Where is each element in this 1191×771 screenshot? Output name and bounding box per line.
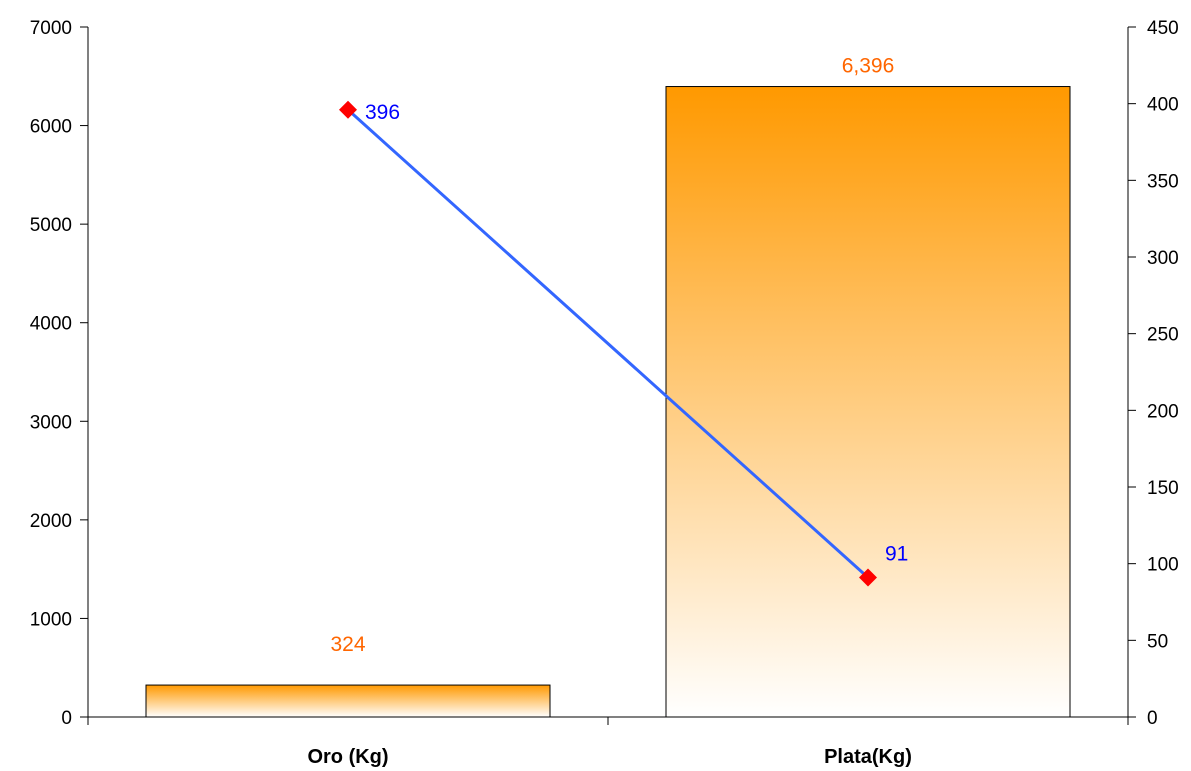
y-right-tick-label: 250 — [1147, 325, 1179, 346]
y-right-tick-label: 0 — [1147, 708, 1158, 729]
x-category-label: Plata(Kg) — [824, 746, 912, 768]
x-category-label: Oro (Kg) — [307, 746, 388, 768]
y-right-tick-label: 450 — [1147, 18, 1179, 39]
bar-data-label: 324 — [330, 633, 365, 656]
y-right-tick-label: 150 — [1147, 478, 1179, 499]
line-data-label: 91 — [885, 542, 908, 565]
y-right-tick-label: 400 — [1147, 95, 1179, 116]
y-left-tick-label: 5000 — [30, 215, 72, 236]
y-left-tick-label: 7000 — [30, 18, 72, 39]
y-left-tick-label: 3000 — [30, 412, 72, 433]
y-left-tick-label: 0 — [61, 708, 72, 729]
y-left-tick-label: 2000 — [30, 511, 72, 532]
y-right-tick-label: 350 — [1147, 171, 1179, 192]
line-data-label: 396 — [365, 101, 400, 124]
bar-data-label: 6,396 — [842, 55, 895, 78]
bar — [666, 87, 1070, 717]
y-left-tick-label: 1000 — [30, 609, 72, 630]
y-right-tick-label: 50 — [1147, 631, 1168, 652]
bars — [146, 87, 1070, 717]
bar — [146, 685, 550, 717]
y-left-tick-label: 4000 — [30, 314, 72, 335]
y-left-tick-label: 6000 — [30, 117, 72, 138]
y-right-tick-label: 300 — [1147, 248, 1179, 269]
y-right-tick-label: 200 — [1147, 401, 1179, 422]
y-right-tick-label: 100 — [1147, 555, 1179, 576]
